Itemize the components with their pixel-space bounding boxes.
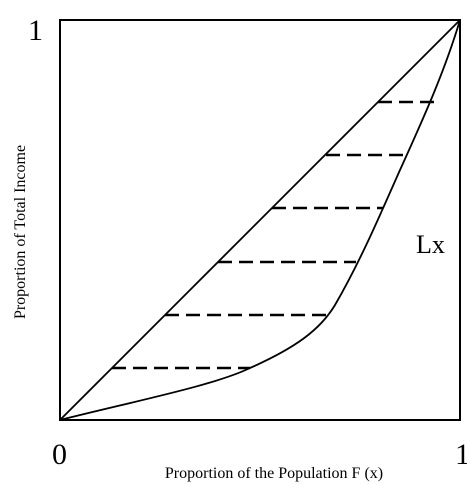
dashed-gaps (112, 100, 436, 370)
curve-label: Lx (416, 230, 445, 259)
origin-label: 0 (52, 438, 67, 471)
x-axis-label: Proportion of the Population F (x) (165, 465, 383, 482)
lorenz-curve (59, 19, 461, 421)
y-axis-max: 1 (28, 14, 43, 47)
x-axis-max: 1 (455, 438, 467, 471)
equality-line (59, 19, 461, 421)
frame (59, 19, 461, 421)
y-axis-label: Proportion of Total Income (12, 145, 29, 319)
